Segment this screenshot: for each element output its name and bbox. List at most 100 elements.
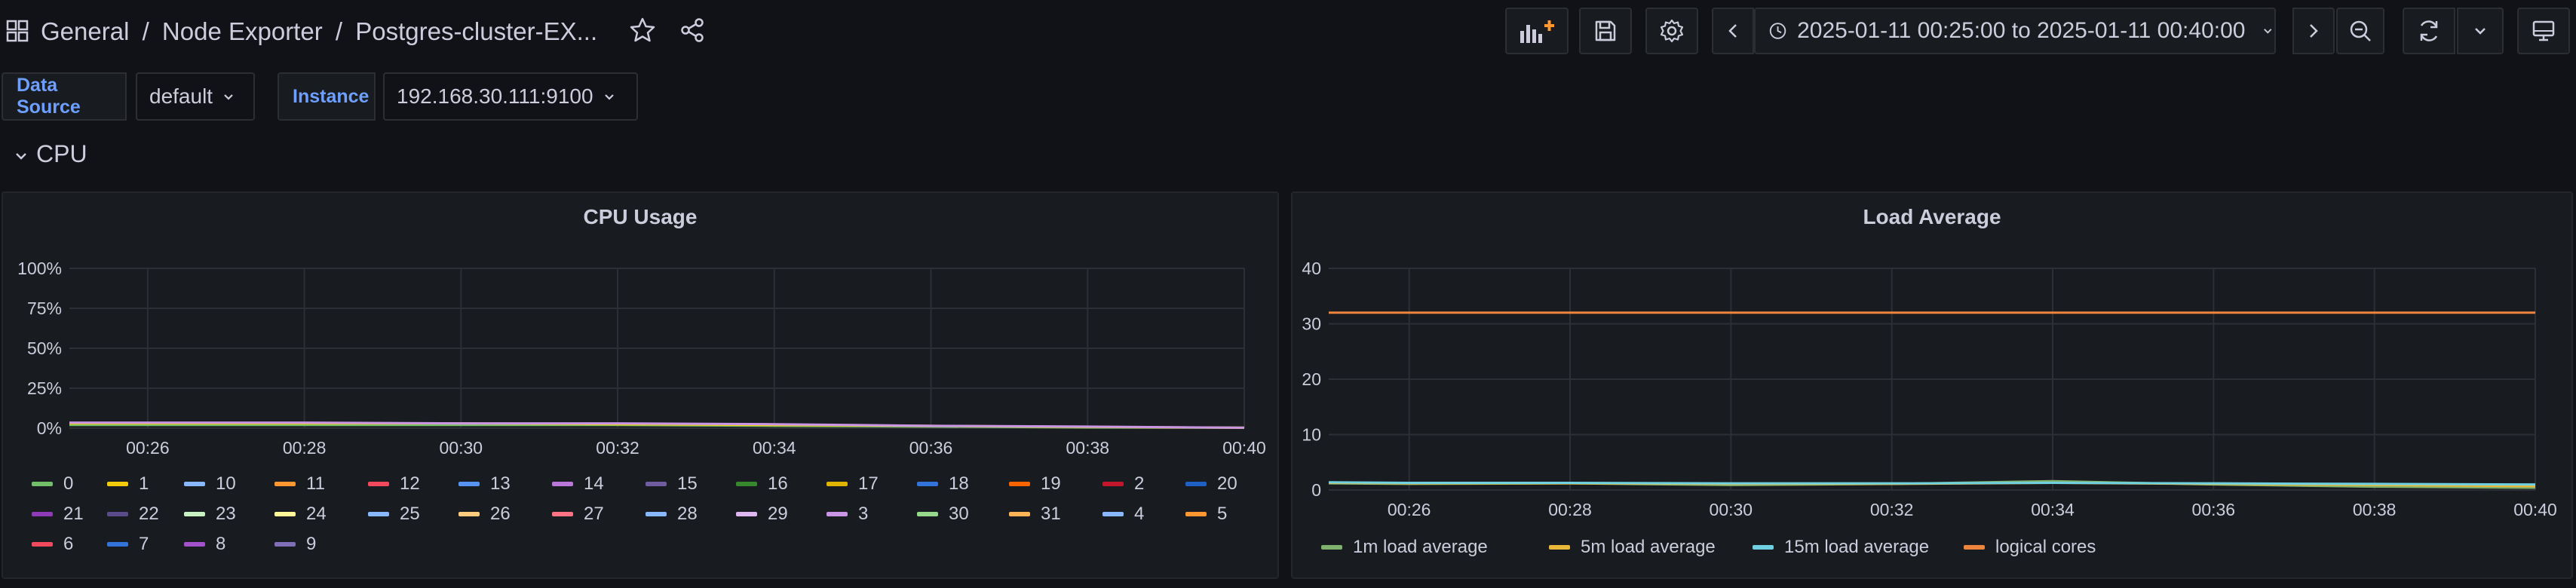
legend-swatch: [552, 512, 573, 516]
x-tick-label: 00:28: [1548, 500, 1592, 519]
legend-item[interactable]: 13: [458, 473, 511, 495]
legend-item[interactable]: 19: [1009, 473, 1061, 495]
load-average-chart[interactable]: 0 10 20 30 40 00:26 00:28 00:30 00:32 00:34 00:36 0…: [1293, 193, 2574, 540]
panel-cpu-usage[interactable]: CPU Usage 0% 25% 50% 75% 100% 00:26 00:28 00:30…: [2, 191, 1279, 579]
time-range-picker[interactable]: 2025-01-11 00:25:00 to 2025-01-11 00:40:…: [1754, 8, 2276, 54]
legend-item[interactable]: 3: [826, 504, 868, 525]
legend-item[interactable]: 29: [736, 504, 788, 525]
legend-label: 13: [490, 473, 511, 494]
y-tick-label: 0%: [37, 418, 62, 438]
legend-item[interactable]: 6: [32, 534, 73, 555]
chevron-down-icon: [2264, 29, 2272, 34]
legend-item[interactable]: 15: [646, 473, 698, 495]
legend-item[interactable]: 31: [1009, 504, 1061, 525]
legend-item[interactable]: 8: [184, 534, 225, 555]
variable-select-instance[interactable]: 192.168.30.111:9100: [383, 72, 638, 121]
legend-label: 15m load average: [1784, 537, 1930, 557]
time-shift-back-button[interactable]: [1712, 8, 1754, 54]
legend-item[interactable]: 10: [184, 473, 236, 495]
chevron-left-icon: [1728, 24, 1737, 38]
legend-item[interactable]: 26: [458, 504, 511, 525]
legend-label: 19: [1041, 473, 1061, 494]
cpu-usage-chart[interactable]: 0% 25% 50% 75% 100% 00:26 00:28 00:30 00:32 00:34…: [3, 193, 1280, 487]
legend-swatch: [32, 482, 53, 486]
legend-swatch: [1185, 512, 1207, 516]
legend-label: 3: [858, 504, 869, 524]
legend-item[interactable]: 18: [917, 473, 969, 495]
legend-label: 8: [216, 534, 226, 554]
panel-load-average[interactable]: Load Average 0 10 20 30 40 00:26 00:28 00:30 00:…: [1291, 191, 2573, 579]
legend-label: 5m load average: [1581, 537, 1716, 557]
legend-item[interactable]: 30: [917, 504, 969, 525]
legend-item[interactable]: 12: [368, 473, 420, 495]
legend-label: 18: [949, 473, 969, 494]
legend-swatch: [274, 482, 296, 486]
legend-swatch: [646, 482, 667, 486]
panel-title[interactable]: Load Average: [1863, 205, 2001, 228]
variable-select-datasource[interactable]: default: [136, 72, 255, 121]
legend-item[interactable]: 28: [646, 504, 698, 525]
row-header-cpu[interactable]: CPU: [14, 140, 87, 168]
breadcrumb-folder-link[interactable]: Node Exporter: [161, 17, 323, 45]
x-tick-label: 00:38: [1066, 438, 1109, 458]
legend-item[interactable]: 20: [1185, 473, 1237, 495]
legend-item[interactable]: 4: [1102, 504, 1144, 525]
refresh-button[interactable]: [2403, 8, 2455, 54]
legend-swatch: [1321, 545, 1342, 550]
legend-item[interactable]: 1: [107, 473, 149, 495]
dashboards-grid-icon[interactable]: [6, 20, 29, 42]
legend-item[interactable]: 5: [1185, 504, 1227, 525]
x-tick-label: 00:30: [1710, 500, 1753, 519]
legend-item[interactable]: 11: [274, 473, 325, 495]
legend-swatch: [917, 512, 938, 516]
legend-item[interactable]: 15m load average: [1753, 537, 1929, 558]
dashboard-settings-button[interactable]: [1645, 8, 1698, 54]
y-tick-label: 25%: [27, 378, 62, 398]
legend-item[interactable]: 7: [107, 534, 149, 555]
legend-item[interactable]: 23: [184, 504, 236, 525]
legend-item[interactable]: 14: [552, 473, 604, 495]
legend-item[interactable]: 0: [32, 473, 73, 495]
variable-value: default: [149, 84, 213, 108]
chevron-down-icon: [604, 94, 614, 100]
legend-item[interactable]: 5m load average: [1549, 537, 1716, 558]
legend-swatch: [646, 512, 667, 516]
legend-item[interactable]: 2: [1102, 473, 1144, 495]
legend-swatch: [368, 482, 389, 486]
legend-swatch: [32, 542, 53, 547]
add-panel-button[interactable]: [1505, 8, 1569, 54]
legend-item[interactable]: 25: [368, 504, 420, 525]
legend-label: 9: [306, 534, 317, 554]
dashboard-title[interactable]: Postgres-cluster-EX...: [355, 17, 598, 45]
series-line[interactable]: [69, 421, 1245, 429]
legend-item[interactable]: logical cores: [1964, 537, 2096, 558]
breadcrumb-root-link[interactable]: General: [41, 17, 130, 45]
legend-label: 17: [858, 473, 879, 494]
save-dashboard-button[interactable]: [1579, 8, 1632, 54]
y-tick-label: 50%: [27, 338, 62, 358]
legend-item[interactable]: 9: [274, 534, 316, 555]
breadcrumb-separator: /: [142, 17, 149, 45]
legend-item[interactable]: 1m load average: [1321, 537, 1488, 558]
view-mode-button[interactable]: [2517, 8, 2570, 54]
share-icon[interactable]: [679, 17, 706, 44]
y-tick-label: 0: [1311, 480, 1321, 500]
legend-item[interactable]: 27: [552, 504, 604, 525]
legend-item[interactable]: 17: [826, 473, 879, 495]
zoom-out-button[interactable]: [2336, 8, 2384, 54]
legend-item[interactable]: 24: [274, 504, 327, 525]
legend-label: 22: [139, 504, 159, 524]
series-line[interactable]: [1328, 481, 2536, 486]
refresh-interval-dropdown[interactable]: [2457, 8, 2504, 54]
legend-item[interactable]: 22: [107, 504, 159, 525]
x-tick-label: 00:36: [2192, 500, 2236, 519]
panel-title[interactable]: CPU Usage: [583, 205, 698, 228]
legend-item[interactable]: 16: [736, 473, 788, 495]
time-shift-forward-button[interactable]: [2292, 8, 2335, 54]
legend-label: 23: [216, 504, 236, 524]
legend-label: 14: [584, 473, 604, 494]
legend-swatch: [1009, 512, 1030, 516]
variable-label-datasource: Data Source: [2, 72, 127, 121]
legend-item[interactable]: 21: [32, 504, 84, 525]
star-icon[interactable]: [629, 17, 656, 44]
